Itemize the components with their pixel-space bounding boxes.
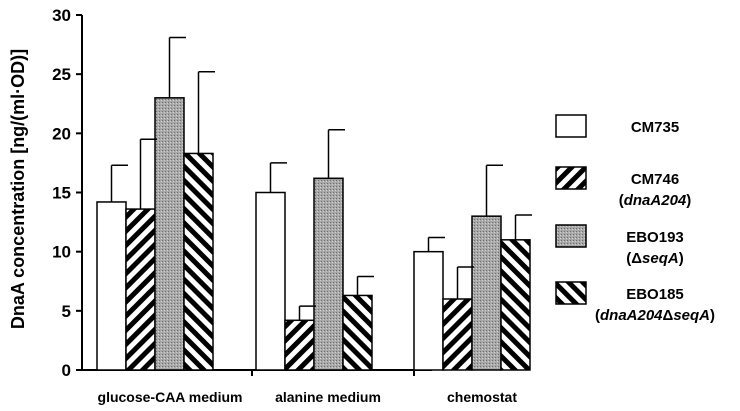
y-tick-label: 10	[52, 243, 71, 262]
bar	[96, 201, 127, 371]
y-axis-label: DnaA concentration [ng/(ml·OD)]	[8, 49, 28, 329]
y-tick-label: 25	[52, 65, 71, 84]
bars	[96, 97, 531, 371]
bar	[125, 208, 156, 371]
bar	[183, 152, 214, 371]
bar	[413, 250, 444, 371]
legend-item: EBO193 (ΔseqA)	[555, 224, 684, 267]
y-tick-label: 0	[62, 361, 71, 380]
legend-label: EBO185 (dnaA204ΔseqA)	[595, 286, 715, 324]
legend-swatch	[555, 114, 587, 138]
bar	[255, 191, 286, 371]
bar	[284, 319, 315, 371]
legend-item: CM746 (dnaA204)	[555, 166, 692, 209]
legend-label: CM735	[631, 119, 679, 136]
y-tick-label: 30	[52, 6, 71, 25]
legend-label: CM746 (dnaA204)	[619, 171, 692, 209]
legend-item: CM735	[555, 114, 679, 138]
category-labels: glucose-CAA medium alanine medium chemosta…	[98, 389, 518, 405]
legend: CM735 CM746 (dnaA204) EBO193 (ΔseqA) EBO185 (d…	[555, 114, 715, 324]
legend-swatch	[555, 281, 587, 305]
bar	[500, 239, 531, 371]
y-tick-label: 15	[52, 184, 71, 203]
legend-swatch	[555, 224, 587, 248]
bar	[313, 177, 344, 371]
bar	[154, 97, 185, 371]
category-label: alanine medium	[275, 389, 381, 405]
legend-item: EBO185 (dnaA204ΔseqA)	[555, 281, 715, 324]
error-bars	[110, 36, 532, 321]
y-tick-label: 20	[52, 124, 71, 143]
bar	[471, 215, 502, 371]
category-label: chemostat	[447, 389, 517, 405]
category-label: glucose-CAA medium	[98, 389, 243, 405]
legend-label: EBO193 (ΔseqA)	[626, 229, 684, 267]
bar	[442, 298, 473, 371]
y-tick-label: 5	[62, 302, 71, 321]
legend-swatch	[555, 166, 587, 190]
bar	[342, 294, 373, 371]
